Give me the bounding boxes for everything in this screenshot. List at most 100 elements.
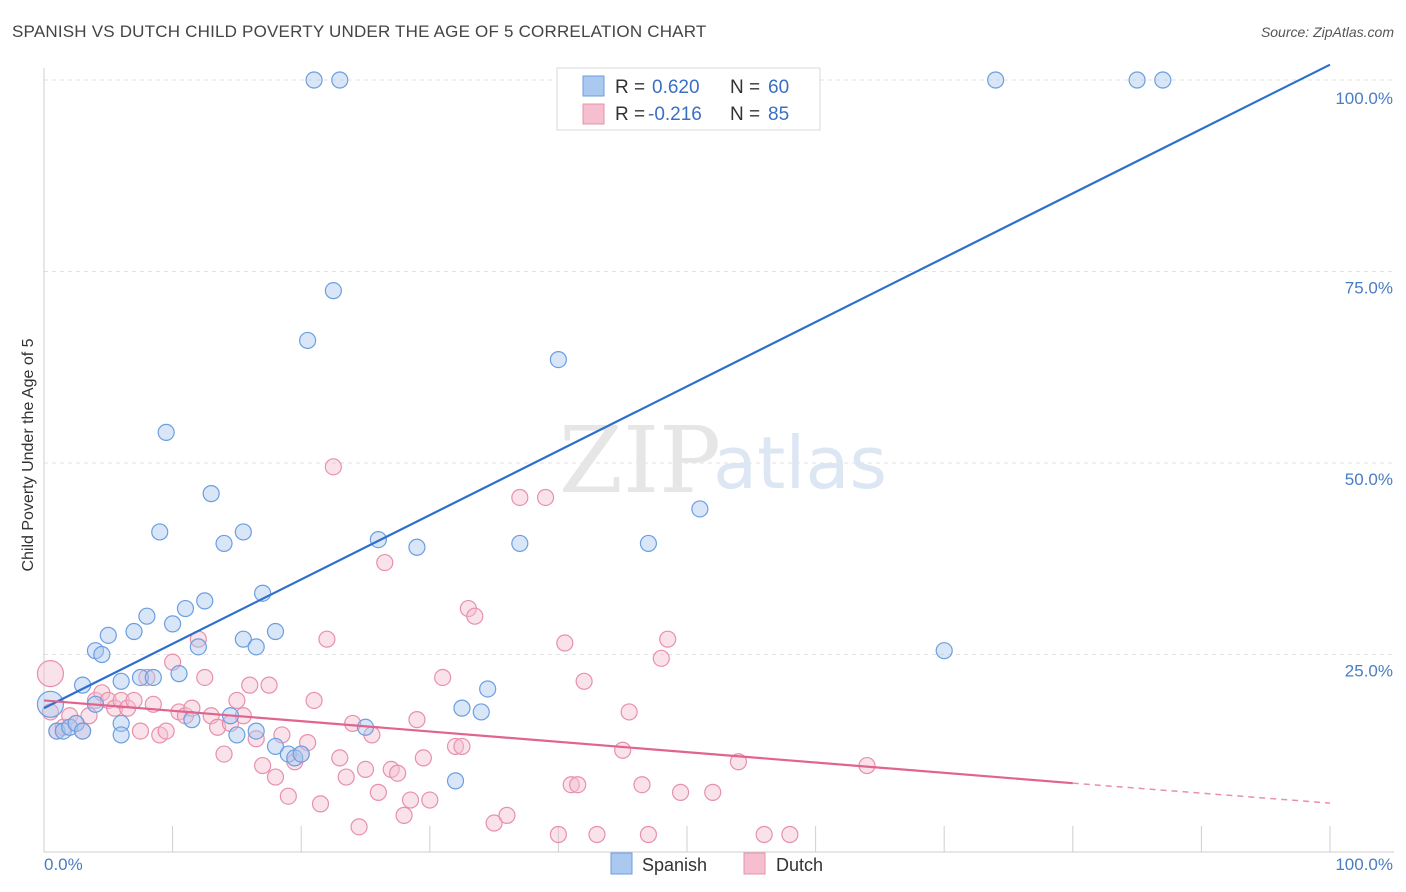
spanish-point	[691, 500, 709, 518]
spanish-point	[157, 423, 175, 441]
dutch-point	[324, 458, 342, 476]
dutch-point	[729, 753, 748, 771]
spanish-point	[639, 534, 658, 553]
axes	[43, 68, 1394, 853]
spanish-point	[73, 722, 92, 740]
dutch-point	[639, 825, 658, 844]
dutch-point	[446, 737, 465, 756]
series-legend-swatch-dutch	[743, 852, 766, 875]
dutch-point	[659, 630, 677, 648]
y-tick-label: 100.0%	[1335, 89, 1393, 108]
dutch-point	[196, 668, 214, 687]
spanish-point	[99, 626, 117, 644]
dutch-point	[549, 825, 568, 844]
spanish-point	[292, 745, 310, 763]
y-tick-label: 50.0%	[1345, 470, 1393, 489]
spanish-point	[247, 722, 265, 740]
dutch-point	[569, 776, 587, 794]
spanish-point	[164, 615, 182, 633]
spanish-point	[93, 645, 111, 664]
spanish-point	[247, 638, 265, 656]
spanish-point	[935, 642, 953, 660]
dutch-trend-line	[43, 699, 1073, 785]
spanish-point	[511, 534, 529, 553]
dutch-points	[36, 458, 876, 844]
dutch-point	[453, 737, 471, 756]
y-tick-labels: 25.0% 50.0% 75.0% 100.0%	[1335, 89, 1393, 681]
dutch-point	[266, 768, 285, 786]
spanish-point	[196, 592, 214, 610]
spanish-point	[228, 726, 246, 744]
spanish-point	[48, 722, 66, 740]
spanish-point	[202, 485, 220, 503]
dutch-point	[485, 814, 503, 832]
spanish-point	[266, 622, 285, 641]
dutch-point	[652, 649, 670, 667]
spanish-point	[234, 630, 252, 648]
legend-r-spanish: 0.620	[652, 77, 700, 98]
dutch-point	[254, 756, 272, 775]
dutch-point	[414, 749, 432, 767]
series-legend-dutch: Dutch	[776, 855, 823, 875]
dutch-point	[138, 668, 156, 687]
x-tick-label: 100.0%	[1335, 855, 1393, 874]
spanish-point	[1128, 71, 1146, 89]
legend-n-label-dutch: N =	[730, 104, 760, 125]
dutch-point	[350, 818, 368, 836]
dutch-point	[125, 691, 143, 710]
dutch-point	[369, 783, 387, 801]
spanish-point	[331, 71, 349, 89]
spanish-point	[446, 772, 465, 790]
dutch-point	[434, 668, 452, 687]
dutch-point	[395, 806, 413, 824]
spanish-point	[183, 711, 201, 729]
dutch-point	[209, 718, 227, 736]
dutch-point	[344, 714, 362, 733]
dutch-point	[279, 787, 297, 805]
dutch-point	[704, 783, 722, 801]
watermark-atlas: atlas	[713, 421, 887, 505]
dutch-point	[620, 703, 638, 721]
dutch-point	[466, 607, 484, 625]
dutch-point	[511, 488, 529, 507]
watermark: ZIP atlas	[559, 407, 887, 514]
y-tick-label: 75.0%	[1345, 279, 1393, 298]
spanish-point	[266, 737, 285, 756]
spanish-point	[138, 607, 156, 625]
dutch-point	[157, 722, 175, 740]
dutch-point	[389, 764, 407, 782]
spanish-point	[189, 638, 207, 656]
spanish-point	[408, 538, 426, 556]
x-tick-labels: 0.0% 100.0%	[44, 855, 1393, 874]
x-ticks	[43, 826, 1331, 852]
dutch-point	[588, 825, 606, 844]
series-legend-spanish: Spanish	[642, 855, 707, 875]
spanish-point	[472, 703, 490, 721]
legend: R = 0.620 N = 60 R = -0.216 N = 85	[556, 67, 821, 131]
dutch-point	[36, 660, 65, 688]
dutch-point	[356, 760, 375, 779]
dutch-point	[562, 776, 580, 794]
spanish-point	[112, 726, 130, 744]
spanish-point	[479, 680, 497, 698]
dutch-point	[536, 488, 555, 507]
y-tick-label: 25.0%	[1345, 662, 1393, 681]
spanish-point	[324, 282, 342, 300]
spanish-point	[112, 672, 130, 690]
dutch-point	[305, 691, 323, 710]
dutch-point	[337, 768, 355, 786]
dutch-point	[671, 783, 690, 801]
dutch-point	[215, 745, 233, 763]
legend-r-dutch: -0.216	[648, 104, 702, 125]
dutch-point	[421, 791, 439, 809]
legend-n-dutch: 85	[768, 104, 789, 125]
dutch-point	[131, 722, 150, 740]
y-axis-label: Child Poverty Under the Age of 5	[20, 338, 37, 571]
grid-lines	[44, 79, 1394, 655]
legend-n-label-spanish: N =	[730, 77, 760, 98]
legend-n-spanish: 60	[768, 77, 789, 98]
series-legend-swatch-spanish	[610, 852, 633, 875]
spanish-point	[176, 599, 195, 618]
chart-source: Source: ZipAtlas.com	[1260, 24, 1394, 40]
dutch-point	[311, 795, 330, 813]
